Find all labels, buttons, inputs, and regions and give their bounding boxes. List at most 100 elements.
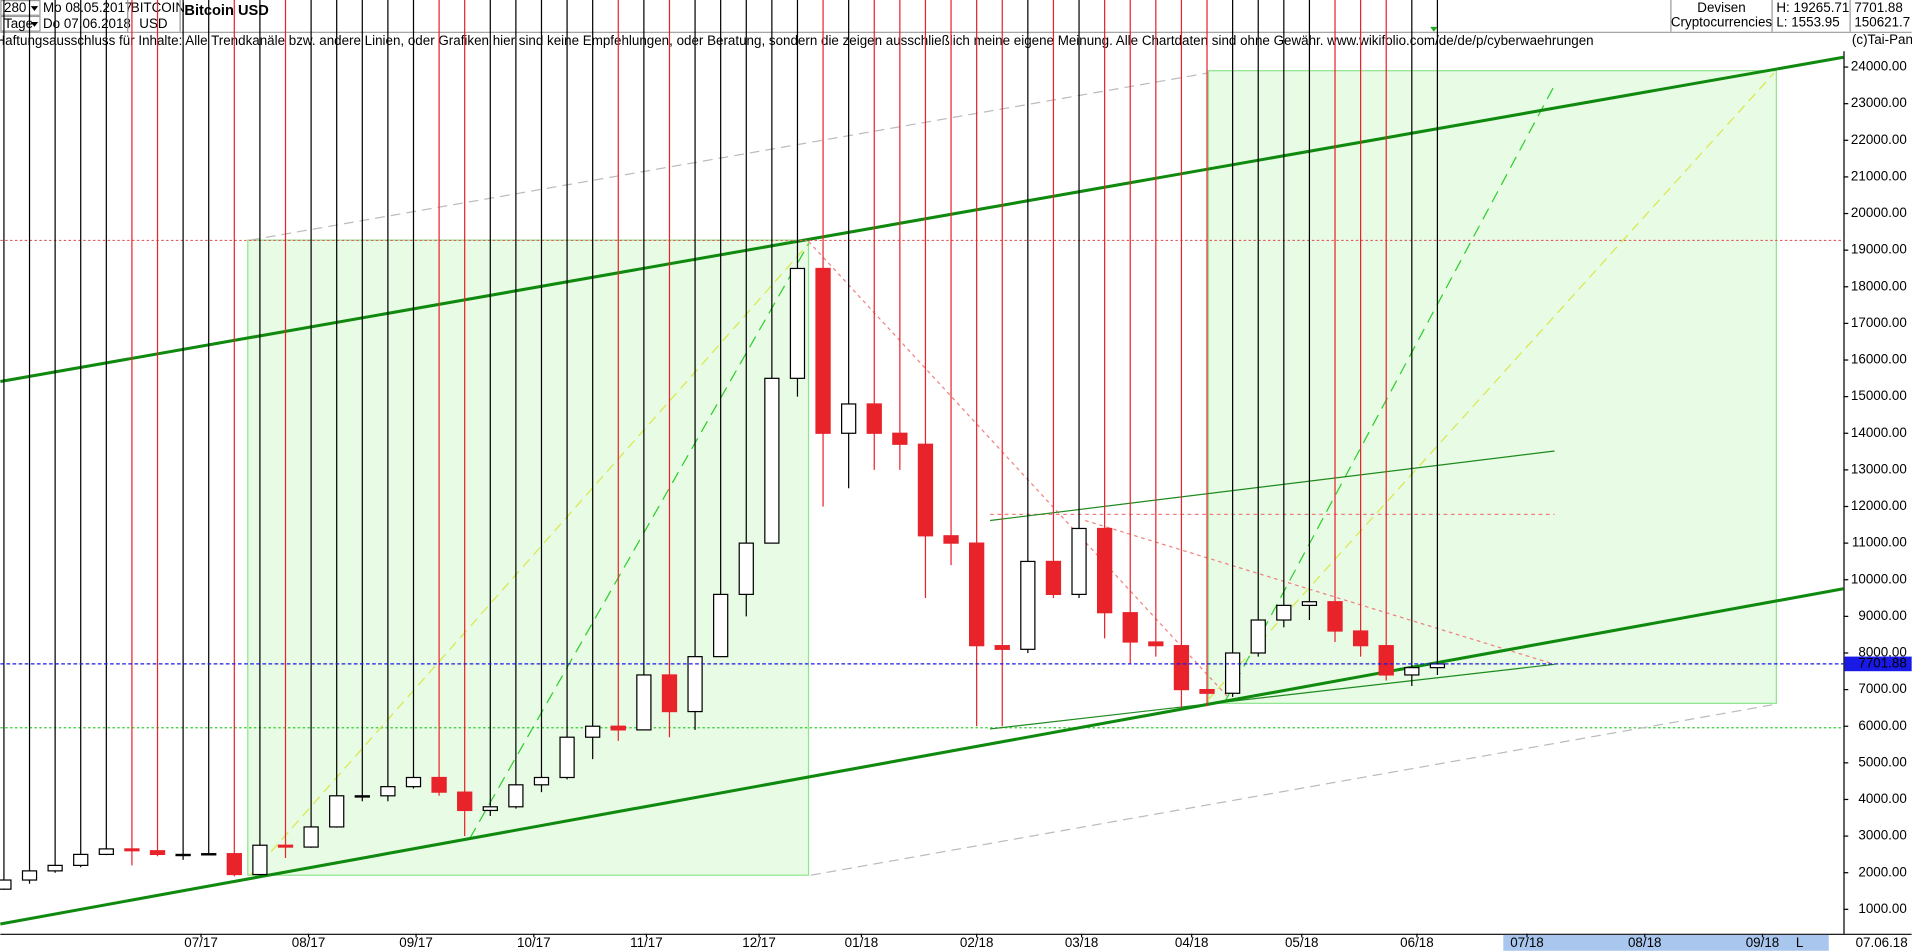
candle-body: [1045, 560, 1062, 595]
channel-bottom: [0, 587, 1844, 926]
y-tick-label: 4000.00: [1858, 791, 1906, 806]
y-tick-label: 10000.00: [1851, 571, 1907, 586]
x-tick-label: 08/17: [292, 935, 326, 950]
candle-body: [303, 826, 319, 848]
trend-line: [990, 663, 1555, 730]
candle-body: [1327, 601, 1343, 632]
x-tick-label: 05/18: [1285, 935, 1319, 950]
candle-body: [405, 776, 422, 788]
x-tick-label: 07/18: [1510, 935, 1544, 950]
projection-box: [247, 239, 810, 876]
candle-body: [0, 879, 12, 890]
candle-body: [533, 776, 550, 786]
y-tick-label: 9000.00: [1858, 608, 1906, 623]
candle-body: [1199, 688, 1215, 694]
candle-body: [738, 542, 754, 595]
y-tick-label: 22000.00: [1851, 132, 1907, 147]
candle-body: [636, 674, 652, 731]
candle-body: [21, 870, 38, 881]
y-tick-label: 13000.00: [1851, 461, 1907, 476]
candle-body: [482, 806, 498, 812]
candle-body: [1224, 652, 1241, 694]
candle-body: [124, 848, 140, 852]
y-tick-label: 15000.00: [1851, 388, 1907, 403]
y-tick-label: 19000.00: [1851, 242, 1907, 257]
y-tick-label: 14000.00: [1851, 425, 1907, 440]
projection-line: [469, 243, 810, 839]
candle-body: [329, 795, 345, 828]
candle-body: [866, 403, 882, 434]
x-tick-label: 09/17: [399, 935, 433, 950]
x-tick-label: 03/18: [1065, 935, 1099, 950]
y-tick-label: 3000.00: [1858, 828, 1906, 843]
candle-body: [277, 844, 294, 848]
x-tick-label: 07/17: [184, 935, 218, 950]
channel-line: [810, 703, 1775, 876]
y-tick-label: 1000.00: [1858, 901, 1906, 916]
candle-body: [226, 853, 242, 876]
bars[interactable]: 280: [4, 0, 26, 15]
dropdown-arrow: [30, 6, 39, 11]
y-tick-label: 7000.00: [1858, 681, 1906, 696]
resistance-line: [1085, 519, 1555, 665]
bars-box[interactable]: [0, 0, 41, 16]
y-tick-label: 20000.00: [1851, 205, 1907, 220]
future-range: [1503, 934, 1829, 951]
candle-body: [943, 535, 959, 544]
x-tick-label: 09/18: [1746, 935, 1780, 950]
y-tick-label: 18000.00: [1851, 278, 1907, 293]
chart-title: Bitcoin USD: [184, 3, 268, 19]
y-tick-label: 6000.00: [1858, 718, 1906, 733]
candle-body: [508, 784, 524, 808]
marker: [1430, 26, 1438, 32]
volume-value: 150621.7: [1854, 15, 1910, 30]
candle-body: [149, 850, 166, 856]
drawings: [0, 55, 1844, 926]
candle-body: [1071, 527, 1087, 595]
header: 280 Tage Mo 08.05.2017 Do 07.06.2018 BIT…: [0, 0, 1912, 48]
candle-body: [1122, 612, 1138, 643]
x-tick-label: 10/17: [517, 935, 551, 950]
footer-date: 07.06.18: [1856, 935, 1908, 950]
candle-body: [1020, 560, 1036, 650]
market: Devisen: [1697, 0, 1745, 15]
candle-body: [1148, 641, 1164, 647]
y-tick-label: 24000.00: [1851, 59, 1907, 74]
y-tick-label: 12000.00: [1851, 498, 1907, 513]
candle-body: [969, 542, 985, 647]
candle-body: [661, 674, 678, 713]
x-tick-label: 06/18: [1400, 935, 1434, 950]
candle-body: [585, 725, 601, 738]
close-value: 7701.88: [1854, 0, 1902, 15]
candle-body: [1276, 604, 1292, 621]
period[interactable]: Tage: [4, 16, 33, 31]
y-tick-label: 17000.00: [1851, 315, 1907, 330]
candle-body: [201, 853, 217, 856]
end-date: Do 07.06.2018: [43, 16, 131, 31]
candle-body: [713, 593, 729, 658]
period-box[interactable]: [0, 15, 41, 32]
candle-body: [354, 795, 370, 798]
dropdown-arrow: [30, 21, 39, 27]
channel-line: [250, 72, 1208, 241]
candle-body: [892, 432, 908, 445]
y-tick-label: 2000.00: [1858, 864, 1906, 879]
projection-line: [249, 243, 809, 876]
candle-body: [1429, 663, 1446, 669]
copyright: (c)Tai-Pan: [1852, 32, 1912, 47]
channel-top: [0, 55, 1844, 384]
candle-body: [917, 443, 934, 537]
start-date: Mo 08.05.2017: [43, 0, 132, 15]
candle-body: [789, 267, 806, 379]
candle-body: [610, 725, 626, 731]
candle-body: [559, 736, 575, 779]
candle-body: [687, 656, 703, 713]
candle-body: [1404, 667, 1420, 676]
resistance-line: [808, 240, 1232, 702]
y-tick-label: 23000.00: [1851, 95, 1907, 110]
candle-body: [1173, 645, 1190, 691]
projection-box: [1207, 70, 1777, 704]
candle-body: [380, 786, 396, 797]
